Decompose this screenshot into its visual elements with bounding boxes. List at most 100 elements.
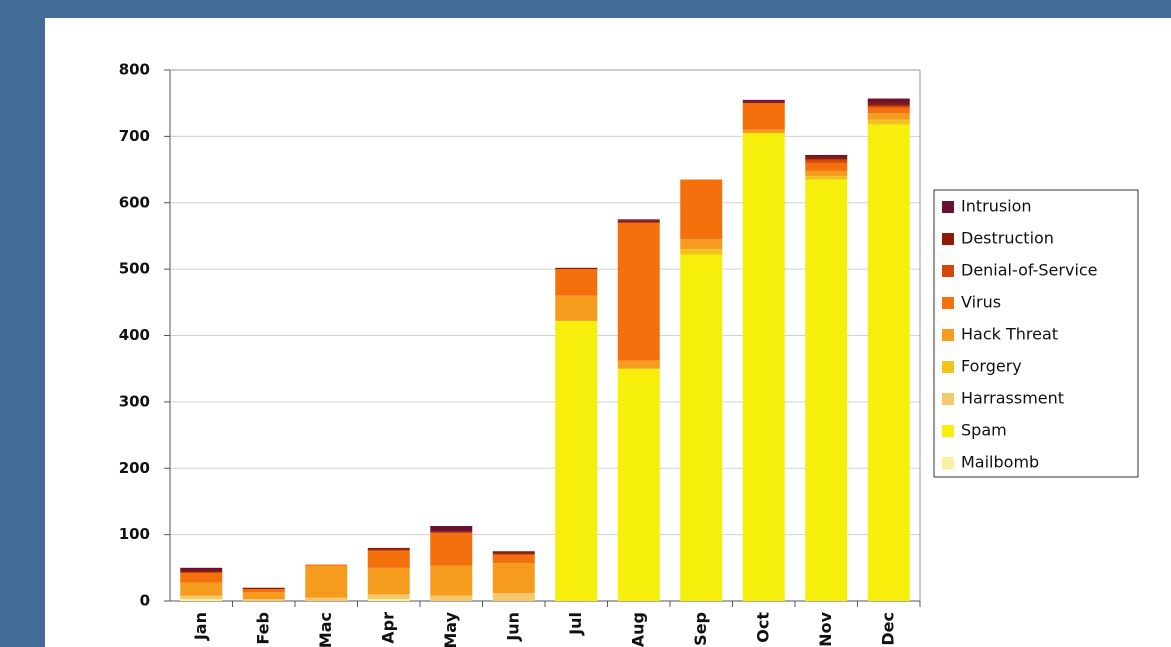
legend-label: Virus: [961, 293, 1001, 312]
bar-segment: [867, 107, 910, 114]
bar-segment: [805, 156, 848, 160]
bar-segment: [367, 567, 410, 595]
y-tick-label: 800: [119, 61, 150, 79]
bar-segment: [180, 595, 223, 600]
bar-segment: [555, 320, 598, 601]
legend-label: Mailbomb: [961, 453, 1039, 472]
bar-segment: [367, 594, 410, 600]
bar-segment: [742, 129, 785, 134]
x-tick-label: Jun: [503, 612, 522, 642]
legend-swatch: [942, 329, 954, 341]
bar-segment: [180, 582, 223, 596]
bar-segment: [242, 592, 285, 600]
bar-segment: [242, 589, 285, 593]
y-tick-label: 700: [119, 127, 150, 145]
y-tick-label: 200: [119, 459, 150, 477]
legend-swatch: [942, 265, 954, 277]
bar-segment: [305, 564, 348, 566]
bar-segment: [555, 269, 598, 296]
bar-segment: [742, 133, 785, 601]
y-tick-label: 100: [119, 525, 150, 543]
bar-segment: [617, 360, 660, 369]
bar-segment: [805, 179, 848, 602]
bar-segment: [680, 254, 723, 601]
legend-swatch: [942, 233, 954, 245]
legend-swatch: [942, 201, 954, 213]
x-tick-label: Sep: [691, 612, 710, 646]
bar-segment: [617, 222, 660, 361]
bar-segment: [367, 551, 410, 568]
bar-segment: [430, 565, 473, 596]
bar-segment: [180, 567, 223, 571]
legend-label: Harrassment: [961, 389, 1064, 408]
x-tick-label: Jan: [191, 612, 210, 641]
legend-swatch: [942, 457, 954, 469]
y-tick-label: 400: [119, 326, 150, 344]
legend-label: Forgery: [961, 357, 1022, 376]
bar-segment: [242, 587, 285, 590]
bar-segment: [680, 179, 723, 240]
bar-segment: [805, 170, 848, 177]
bar-segment: [430, 532, 473, 566]
bar-segment: [867, 98, 910, 103]
legend-swatch: [942, 393, 954, 405]
legend-label: Intrusion: [961, 197, 1032, 216]
y-tick-label: 600: [119, 193, 150, 211]
bar-segment: [680, 239, 723, 250]
x-tick-label: Jul: [566, 612, 585, 636]
legend-label: Hack Threat: [961, 325, 1058, 344]
bar-segment: [555, 295, 598, 321]
bar-segment: [367, 549, 410, 552]
x-tick-label: Nov: [816, 611, 835, 646]
bar-segment: [617, 368, 660, 601]
bar-segment: [430, 531, 473, 533]
bar-segment: [805, 176, 848, 180]
bar-segment: [867, 102, 910, 106]
bar-segment: [680, 249, 723, 255]
bar-segment: [242, 599, 285, 601]
x-tick-label: May: [441, 611, 460, 647]
legend-label: Spam: [961, 421, 1007, 440]
bar-segment: [805, 162, 848, 171]
bar-segment: [492, 551, 535, 554]
bar-segment: [492, 555, 535, 564]
bar-segment: [430, 595, 473, 601]
y-tick-label: 300: [119, 392, 150, 410]
bar-segment: [430, 525, 473, 532]
x-tick-label: Dec: [878, 612, 897, 646]
legend-swatch: [942, 425, 954, 437]
bar-segment: [555, 267, 598, 270]
bar-segment: [867, 105, 910, 108]
bar-segment: [867, 124, 910, 602]
bar-segment: [492, 553, 535, 556]
bar-segment: [742, 101, 785, 104]
bar-segment: [805, 154, 848, 157]
bar-segment: [617, 219, 660, 221]
bar-segment: [492, 593, 535, 601]
bar-segment: [742, 103, 785, 130]
legend-label: Destruction: [961, 229, 1054, 248]
bar-segment: [305, 597, 348, 601]
x-tick-label: Mac: [316, 612, 335, 647]
bar-segment: [180, 570, 223, 573]
bar-segment: [367, 599, 410, 601]
x-tick-label: Apr: [378, 612, 397, 644]
bar-segment: [492, 563, 535, 594]
bar-segment: [367, 547, 410, 550]
bar-segment: [805, 159, 848, 163]
bar-segment: [617, 220, 660, 223]
bar-segment: [742, 99, 785, 102]
legend-label: Denial-of-Service: [961, 261, 1098, 280]
x-tick-label: Oct: [753, 612, 772, 643]
bar-segment: [180, 599, 223, 601]
x-tick-label: Feb: [253, 612, 272, 645]
y-tick-label: 0: [140, 592, 150, 610]
bar-segment: [305, 565, 348, 598]
y-tick-label: 500: [119, 260, 150, 278]
bar-segment: [867, 119, 910, 125]
x-tick-label: Aug: [628, 612, 647, 647]
legend-box: [933, 189, 1139, 478]
bar-segment: [867, 113, 910, 120]
bar-segment: [180, 572, 223, 583]
